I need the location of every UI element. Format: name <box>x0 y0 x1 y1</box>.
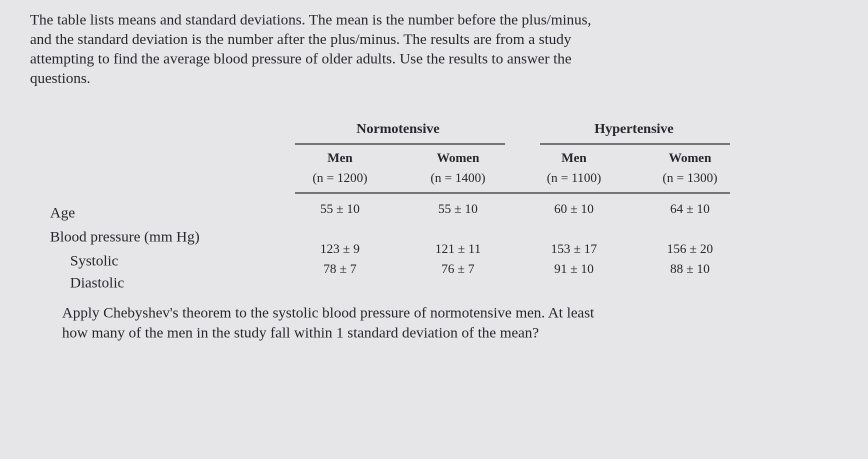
group-header: Normotensive <box>356 122 439 137</box>
cell: 153 ± 17 <box>551 241 598 256</box>
row-label: Blood pressure (mm Hg) <box>50 229 200 245</box>
cell: 88 ± 10 <box>670 261 710 276</box>
cell: 64 ± 10 <box>670 201 710 216</box>
intro-line: questions. <box>30 71 90 87</box>
cell: 55 ± 10 <box>438 201 478 216</box>
column-n: (n = 1300) <box>663 170 718 185</box>
intro-line: attempting to find the average blood pre… <box>30 51 572 67</box>
group-header: Hypertensive <box>594 122 673 137</box>
column-header: Women <box>669 150 712 165</box>
cell: 156 ± 20 <box>667 241 713 256</box>
question-line: Apply Chebyshev's theorem to the systoli… <box>62 305 595 321</box>
row-label: Diastolic <box>70 275 124 291</box>
cell: 123 ± 9 <box>320 241 360 256</box>
intro: The table lists means and standard devia… <box>30 12 591 87</box>
cell: 121 ± 11 <box>435 241 481 256</box>
table: Normotensive Hypertensive Men (n = 1200) Wom… <box>50 122 730 291</box>
row-label: Systolic <box>70 253 119 269</box>
cell: 76 ± 7 <box>441 261 475 276</box>
column-header: Men <box>561 150 587 165</box>
cell: 78 ± 7 <box>323 261 357 276</box>
intro-line: The table lists means and standard devia… <box>30 12 591 28</box>
column-header: Men <box>327 150 353 165</box>
question: Apply Chebyshev's theorem to the systoli… <box>62 305 595 341</box>
column-header: Women <box>437 150 480 165</box>
row-label: Age <box>50 205 75 221</box>
intro-line: and the standard deviation is the number… <box>30 32 572 48</box>
question-line: how many of the men in the study fall wi… <box>62 325 539 341</box>
column-n: (n = 1100) <box>547 170 602 185</box>
cell: 60 ± 10 <box>554 201 594 216</box>
column-n: (n = 1400) <box>431 170 486 185</box>
cell: 55 ± 10 <box>320 201 360 216</box>
column-n: (n = 1200) <box>313 170 368 185</box>
cell: 91 ± 10 <box>554 261 594 276</box>
